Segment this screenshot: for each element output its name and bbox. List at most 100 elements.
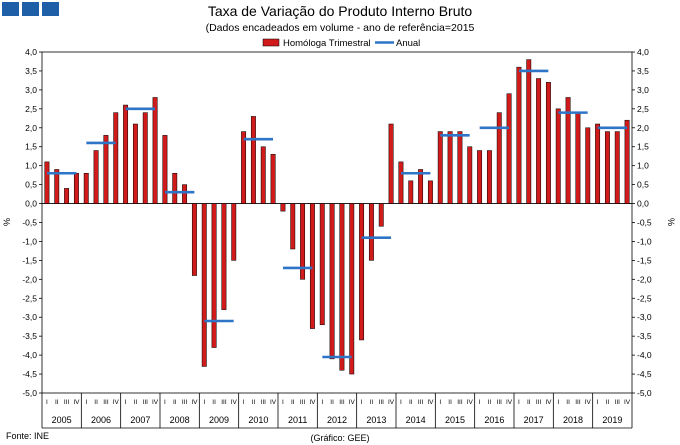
y-tick-label-left: -0,5 xyxy=(22,218,37,228)
bar-homologa-trimestral xyxy=(368,203,374,261)
y-tick-label-left: -3,0 xyxy=(22,312,37,322)
x-year-label: 2017 xyxy=(524,415,544,425)
y-tick-label-left: 2,0 xyxy=(25,123,37,133)
x-quarter-label: III xyxy=(339,399,345,406)
y-tick-label-left: -4,5 xyxy=(22,369,37,379)
y-axis-right: 4,0 3,5 3,0 2,5 2,0 1,5 1,0 0,5 0,0 -0,5 -1,0 -1,5 -… xyxy=(632,47,652,398)
bar-homologa-trimestral xyxy=(241,131,247,204)
bar-homologa-trimestral xyxy=(624,119,630,204)
x-quarter-label: IV xyxy=(506,399,513,406)
y-tick-label-left: -4,0 xyxy=(22,350,37,360)
logo-square xyxy=(22,2,39,16)
x-year-label: 2009 xyxy=(209,415,229,425)
x-year-label: 2013 xyxy=(366,415,386,425)
chart-subtitle: (Dados encadeados em volume - ano de ref… xyxy=(206,22,475,34)
x-quarter-label: IV xyxy=(545,399,552,406)
y-tick-label-left: 0,5 xyxy=(25,180,37,190)
bar-homologa-trimestral xyxy=(142,112,148,204)
x-quarter-label: I xyxy=(203,399,205,406)
bar-homologa-trimestral xyxy=(44,161,50,204)
x-year-label: 2019 xyxy=(602,415,622,425)
x-quarter-label: IV xyxy=(349,399,356,406)
bar-homologa-trimestral xyxy=(457,131,463,204)
bar-homologa-trimestral xyxy=(555,108,561,204)
gridlines xyxy=(41,51,633,394)
y-tick-label-left: -5,0 xyxy=(22,388,37,398)
x-quarter-label: II xyxy=(212,399,216,406)
x-quarter-label: III xyxy=(497,399,503,406)
x-quarter-label: IV xyxy=(152,399,159,406)
y-tick-label-right: -1,0 xyxy=(637,236,652,246)
bar-homologa-trimestral xyxy=(398,161,404,204)
y-tick-label-right: 4,0 xyxy=(637,47,649,57)
y-tick-label-right: -1,5 xyxy=(637,255,652,265)
y-tick-label-right: -2,5 xyxy=(637,293,652,303)
y-tick-label-left: 3,5 xyxy=(25,66,37,76)
bar-homologa-trimestral xyxy=(73,172,79,204)
x-quarter-label: II xyxy=(566,399,570,406)
x-quarter-label: IV xyxy=(231,399,238,406)
x-quarter-label: I xyxy=(518,399,520,406)
bar-homologa-trimestral xyxy=(329,203,335,360)
x-quarter-label: I xyxy=(85,399,87,406)
source-note: Fonte: INE xyxy=(6,431,49,441)
bar-homologa-trimestral xyxy=(506,93,512,204)
x-quarter-label: IV xyxy=(191,399,198,406)
y-tick-label-left: -1,0 xyxy=(22,236,37,246)
bar-homologa-trimestral xyxy=(614,131,620,204)
x-quarter-label: III xyxy=(64,399,70,406)
bar-homologa-trimestral xyxy=(162,135,168,204)
legend-swatch-quarterly xyxy=(262,38,280,47)
y-tick-label-right: -4,5 xyxy=(637,369,652,379)
x-quarter-label: I xyxy=(557,399,559,406)
x-quarter-label: II xyxy=(370,399,374,406)
bar-homologa-trimestral xyxy=(408,180,414,204)
x-quarter-label: I xyxy=(164,399,166,406)
legend-label-annual: Anual xyxy=(396,38,420,49)
x-year-label: 2011 xyxy=(288,415,307,425)
bar-homologa-trimestral xyxy=(280,203,286,212)
x-year-label: 2005 xyxy=(52,415,72,425)
bar-homologa-trimestral xyxy=(260,146,266,204)
x-quarter-label: II xyxy=(330,399,334,406)
x-quarter-label: II xyxy=(134,399,138,406)
bar-homologa-trimestral xyxy=(83,172,89,204)
y-tick-label-left: -1,5 xyxy=(22,255,37,265)
bar-homologa-trimestral xyxy=(447,131,453,204)
bar-homologa-trimestral xyxy=(526,59,532,204)
x-quarter-label: I xyxy=(400,399,402,406)
bar-homologa-trimestral xyxy=(191,203,197,276)
y-tick-label-left: 2,5 xyxy=(25,104,37,114)
x-quarter-label: II xyxy=(55,399,59,406)
x-quarter-label: III xyxy=(300,399,306,406)
x-quarter-label: I xyxy=(282,399,284,406)
bar-homologa-trimestral xyxy=(231,203,237,261)
bar-homologa-trimestral xyxy=(221,203,227,310)
x-quarter-label: III xyxy=(379,399,385,406)
x-quarter-label: II xyxy=(606,399,610,406)
bar-homologa-trimestral xyxy=(388,123,394,204)
y-tick-label-right: -3,5 xyxy=(637,331,652,341)
bar-homologa-trimestral xyxy=(418,169,424,204)
bar-homologa-trimestral xyxy=(378,203,384,227)
bar-homologa-trimestral xyxy=(339,203,345,371)
bar-homologa-trimestral xyxy=(359,203,365,341)
bar-homologa-trimestral xyxy=(103,135,109,204)
x-year-label: 2007 xyxy=(130,415,150,425)
y-tick-label-right: 0,5 xyxy=(637,180,649,190)
bar-homologa-trimestral xyxy=(536,78,542,204)
y-tick-label-left: -2,0 xyxy=(22,274,37,284)
x-year-label: 2010 xyxy=(248,415,268,425)
bar-homologa-trimestral xyxy=(486,150,492,204)
x-quarter-label: III xyxy=(615,399,621,406)
logo-square xyxy=(42,2,59,16)
bar-homologa-trimestral xyxy=(585,127,591,204)
bar-homologa-trimestral xyxy=(64,188,70,204)
y-tick-label-right: 1,5 xyxy=(637,142,649,152)
logo-square xyxy=(2,2,19,16)
bar-homologa-trimestral xyxy=(437,131,443,204)
y-axis-label-left: % xyxy=(2,218,12,226)
bar-homologa-trimestral xyxy=(201,203,207,367)
